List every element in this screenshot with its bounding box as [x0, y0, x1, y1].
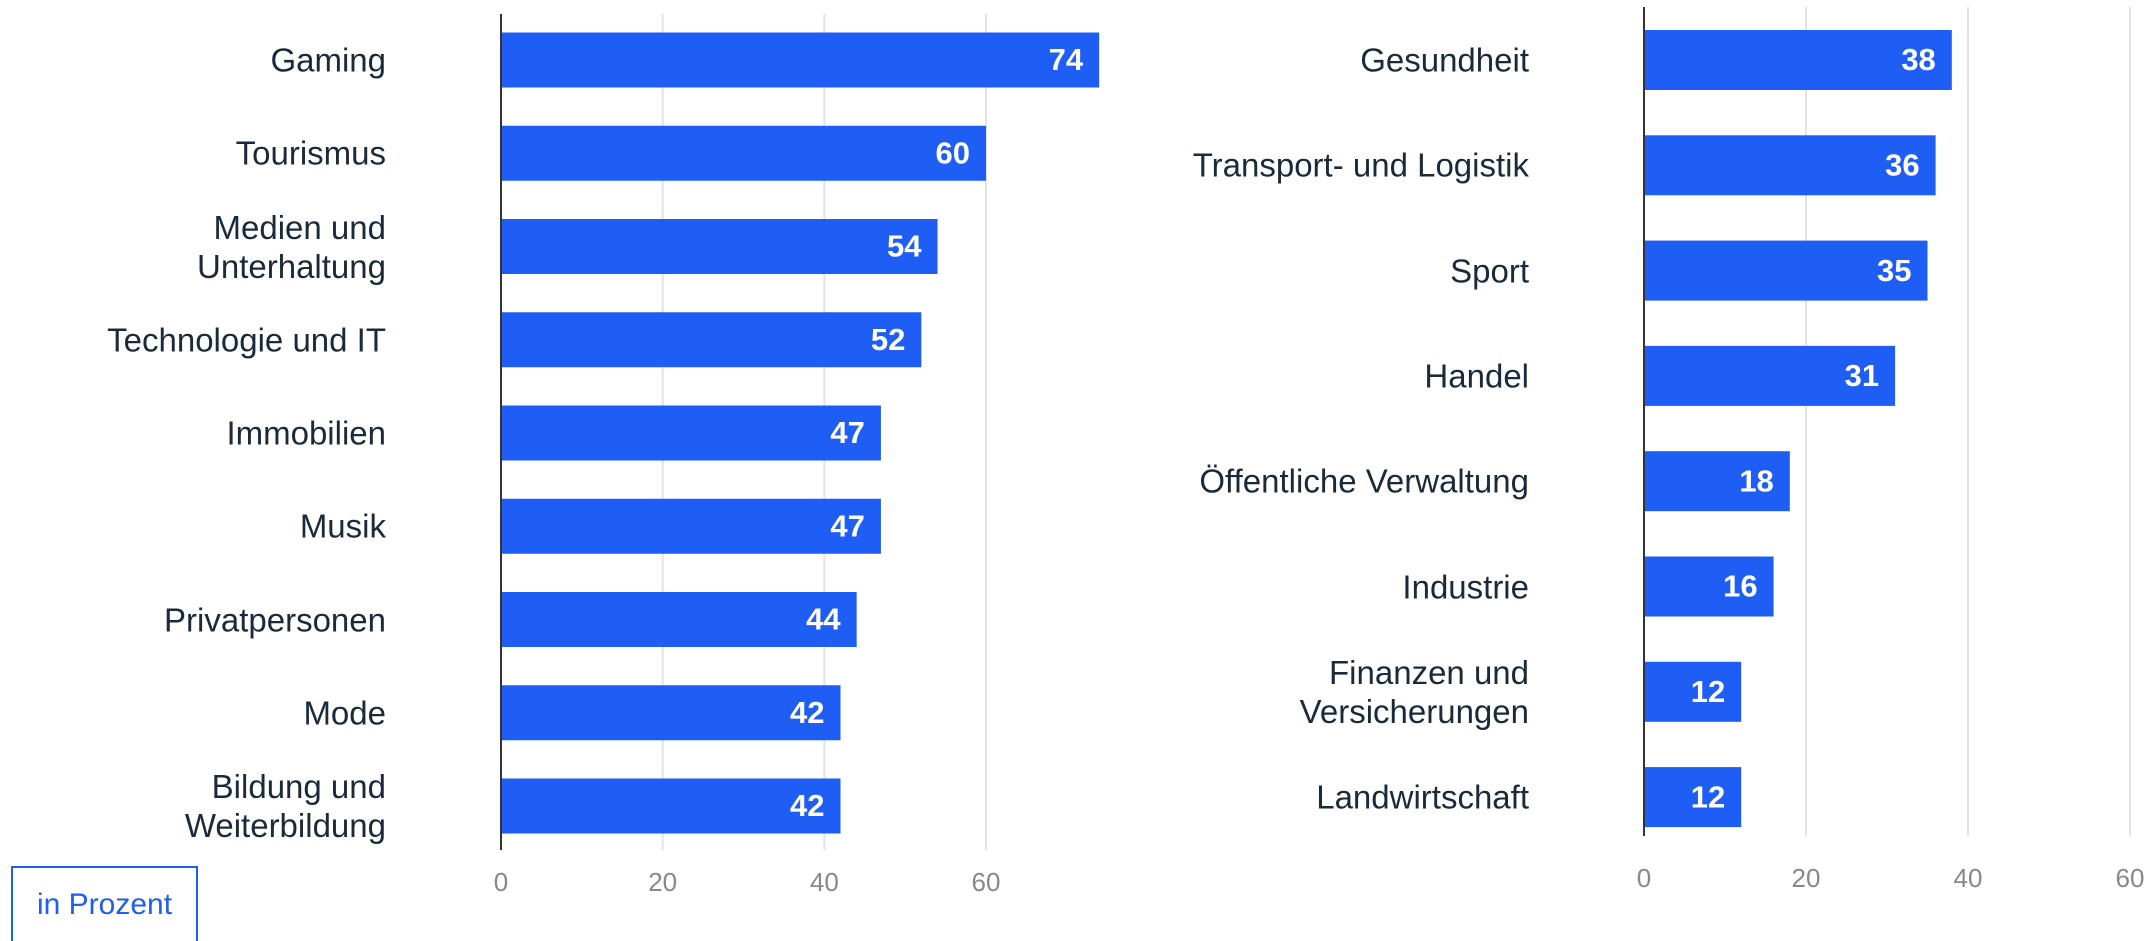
bar	[501, 125, 986, 181]
bar	[1644, 556, 1774, 617]
category-label: Privatpersonen	[164, 601, 386, 638]
category-label: Sport	[1450, 252, 1529, 290]
category-label: Tourismus	[235, 134, 386, 172]
category-label: Gesundheit	[1360, 41, 1529, 79]
category-label: Gaming	[270, 41, 386, 79]
category-label: Medien und Unterhaltung	[197, 208, 386, 285]
category-label: Bildung und Weiterbildung	[184, 768, 386, 844]
value-label: 36	[1885, 147, 1919, 182]
bar	[1644, 30, 1952, 90]
value-label: 47	[830, 508, 864, 543]
category-label: Handel	[1424, 357, 1529, 395]
value-label: 54	[887, 229, 922, 264]
bar	[501, 312, 922, 368]
bar	[501, 685, 841, 741]
bar	[1644, 451, 1790, 512]
x-tick-label: 60	[972, 867, 1001, 897]
bar	[1644, 240, 1928, 301]
bar	[1644, 345, 1896, 406]
bar	[1644, 135, 1936, 196]
value-label: 31	[1845, 358, 1879, 393]
value-label: 42	[790, 695, 824, 730]
x-tick-label: 20	[1792, 863, 1821, 893]
category-label: Technologie und IT	[107, 321, 386, 359]
category-label: Öffentliche Verwaltung	[1199, 462, 1529, 500]
value-label: 16	[1723, 569, 1757, 604]
value-label: 60	[936, 135, 970, 170]
x-tick-label: 0	[494, 867, 508, 897]
x-tick-label: 0	[1637, 863, 1651, 893]
value-label: 38	[1901, 42, 1935, 77]
x-tick-label: 40	[810, 867, 839, 897]
value-label: 12	[1691, 674, 1725, 709]
value-label: 12	[1691, 779, 1725, 814]
category-label: Musik	[299, 507, 386, 545]
bar	[501, 592, 857, 647]
bar	[1644, 767, 1742, 828]
x-tick-label: 20	[648, 867, 677, 897]
value-label: 47	[830, 415, 864, 450]
bar	[501, 405, 881, 461]
note: in Prozent	[11, 866, 198, 941]
value-label: 18	[1739, 463, 1773, 498]
category-label: Mode	[303, 694, 386, 732]
value-label: 42	[790, 788, 824, 823]
category-label: Industrie	[1402, 568, 1529, 605]
category-label: Immobilien	[226, 414, 386, 452]
category-label: Landwirtschaft	[1316, 778, 1529, 816]
bar	[501, 219, 938, 274]
bar	[501, 778, 841, 834]
value-label: 35	[1877, 253, 1911, 288]
x-tick-label: 40	[1954, 863, 1983, 893]
value-label: 44	[806, 602, 841, 637]
value-label: 52	[871, 322, 905, 357]
value-label: 74	[1049, 42, 1084, 77]
bar	[501, 498, 881, 554]
bar	[501, 32, 1100, 88]
x-tick-label: 60	[2116, 863, 2145, 893]
bar	[1644, 661, 1742, 722]
category-label: Transport- und Logistik	[1192, 146, 1529, 184]
category-label: Finanzen und Versicherungen	[1299, 653, 1529, 730]
